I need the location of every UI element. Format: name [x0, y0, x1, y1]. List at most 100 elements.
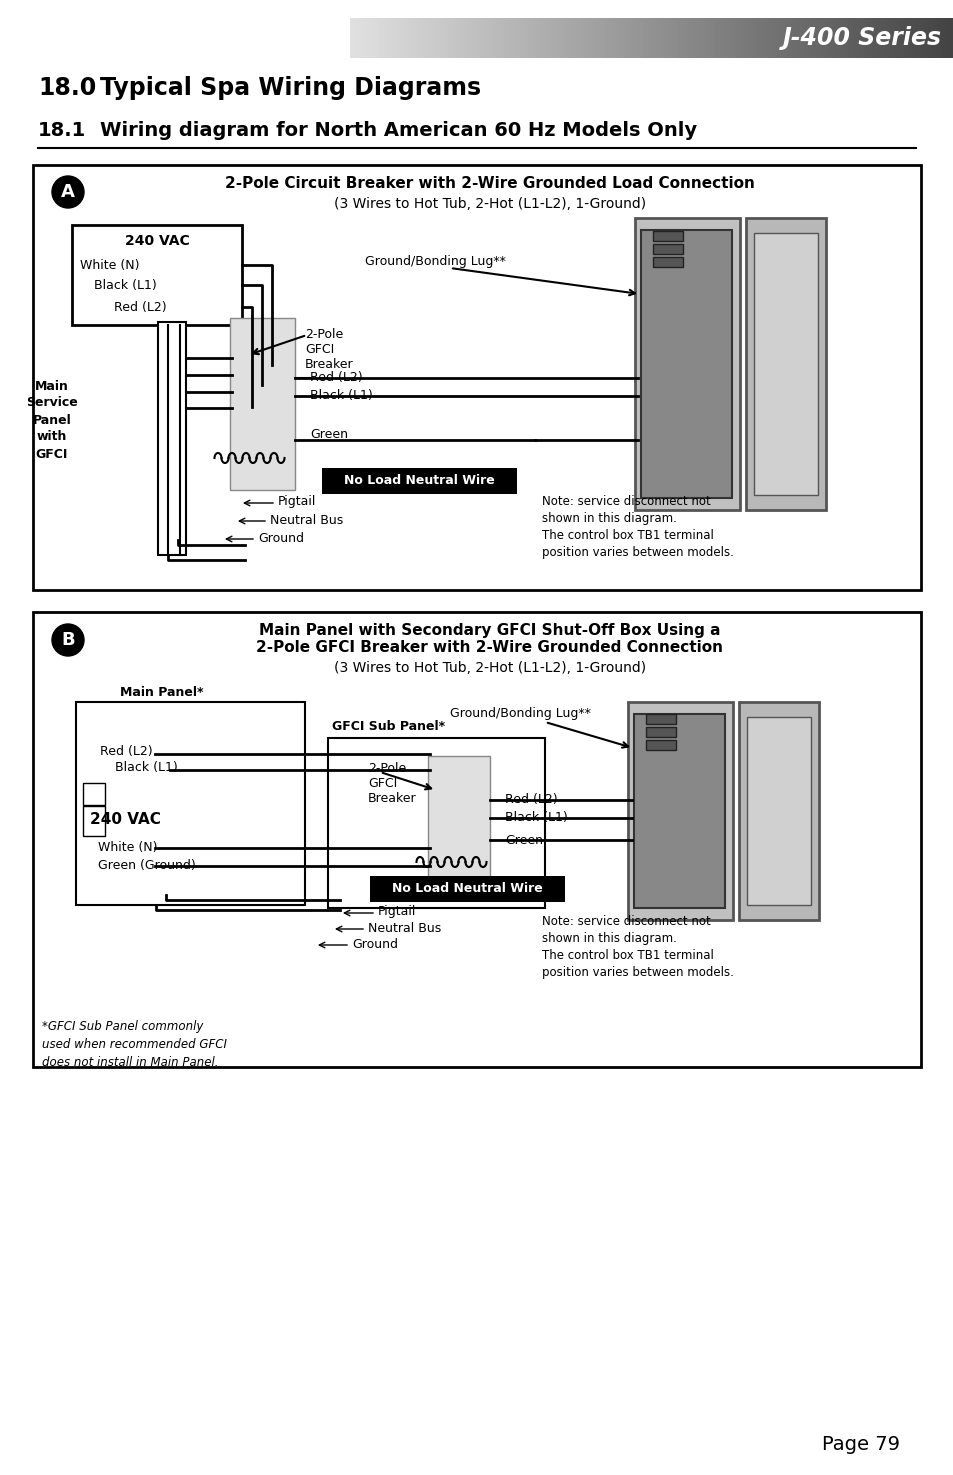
- Bar: [842, 18, 844, 58]
- Bar: [919, 18, 921, 58]
- Bar: [935, 18, 937, 58]
- Bar: [927, 18, 929, 58]
- Bar: [659, 18, 661, 58]
- Bar: [357, 18, 359, 58]
- Text: No Load Neutral Wire: No Load Neutral Wire: [392, 882, 542, 895]
- Bar: [696, 18, 698, 58]
- Bar: [577, 18, 578, 58]
- Bar: [450, 18, 453, 58]
- Bar: [881, 18, 882, 58]
- Text: Typical Spa Wiring Diagrams: Typical Spa Wiring Diagrams: [100, 77, 480, 100]
- Text: Black (L1): Black (L1): [115, 761, 177, 774]
- Text: J-400 Series: J-400 Series: [782, 27, 941, 50]
- Bar: [515, 18, 517, 58]
- Bar: [740, 18, 741, 58]
- Bar: [669, 18, 672, 58]
- Bar: [611, 18, 613, 58]
- Text: White (N): White (N): [80, 258, 139, 271]
- Bar: [850, 18, 852, 58]
- Bar: [694, 18, 696, 58]
- Bar: [466, 18, 468, 58]
- Bar: [524, 18, 527, 58]
- Text: 240 VAC: 240 VAC: [125, 235, 190, 248]
- Text: (3 Wires to Hot Tub, 2-Hot (L1-L2), 1-Ground): (3 Wires to Hot Tub, 2-Hot (L1-L2), 1-Gr…: [334, 661, 645, 676]
- Bar: [875, 18, 877, 58]
- Bar: [412, 18, 414, 58]
- Bar: [846, 18, 848, 58]
- Text: Wiring diagram for North American 60 Hz Models Only: Wiring diagram for North American 60 Hz …: [100, 121, 697, 140]
- Bar: [627, 702, 732, 920]
- Bar: [703, 18, 705, 58]
- Bar: [446, 18, 448, 58]
- Bar: [491, 18, 493, 58]
- Bar: [595, 18, 597, 58]
- Bar: [864, 18, 866, 58]
- Bar: [488, 18, 491, 58]
- Bar: [794, 18, 796, 58]
- Text: 240 VAC: 240 VAC: [90, 813, 161, 827]
- Text: Green (Ground): Green (Ground): [98, 860, 195, 873]
- Bar: [658, 18, 659, 58]
- Bar: [788, 18, 790, 58]
- Bar: [786, 18, 788, 58]
- Text: Ground: Ground: [352, 938, 397, 950]
- Bar: [645, 714, 676, 724]
- Bar: [542, 18, 545, 58]
- Bar: [553, 18, 555, 58]
- Text: 18.1: 18.1: [38, 121, 86, 140]
- Bar: [933, 18, 935, 58]
- Bar: [806, 18, 808, 58]
- Text: No Load Neutral Wire: No Load Neutral Wire: [344, 475, 495, 488]
- Bar: [589, 18, 591, 58]
- Bar: [861, 18, 862, 58]
- Bar: [538, 18, 540, 58]
- Bar: [410, 18, 412, 58]
- Bar: [408, 18, 410, 58]
- Bar: [619, 18, 621, 58]
- Bar: [782, 18, 784, 58]
- Bar: [609, 18, 611, 58]
- Bar: [678, 18, 679, 58]
- Bar: [652, 243, 682, 254]
- Text: Black (L1): Black (L1): [310, 389, 373, 403]
- Bar: [746, 717, 810, 906]
- Bar: [430, 18, 432, 58]
- Text: Ground: Ground: [257, 531, 304, 544]
- Bar: [866, 18, 868, 58]
- Bar: [468, 18, 471, 58]
- Bar: [879, 18, 881, 58]
- Bar: [917, 18, 919, 58]
- Bar: [645, 727, 676, 738]
- Bar: [535, 18, 537, 58]
- Bar: [462, 18, 464, 58]
- Bar: [502, 18, 504, 58]
- Bar: [649, 18, 651, 58]
- Bar: [537, 18, 538, 58]
- Bar: [685, 18, 687, 58]
- Bar: [384, 18, 386, 58]
- Bar: [354, 18, 355, 58]
- Bar: [558, 18, 560, 58]
- Bar: [641, 18, 643, 58]
- Bar: [545, 18, 547, 58]
- Bar: [432, 18, 435, 58]
- Bar: [781, 18, 782, 58]
- Bar: [784, 18, 786, 58]
- Bar: [870, 18, 873, 58]
- Bar: [924, 18, 927, 58]
- Bar: [654, 18, 656, 58]
- Bar: [498, 18, 500, 58]
- Bar: [776, 18, 778, 58]
- Bar: [913, 18, 915, 58]
- Bar: [33, 612, 920, 1066]
- Bar: [601, 18, 603, 58]
- Bar: [71, 226, 242, 324]
- Bar: [739, 702, 818, 920]
- Bar: [893, 18, 895, 58]
- Bar: [647, 18, 649, 58]
- Bar: [753, 233, 817, 496]
- Text: Red (L2): Red (L2): [113, 301, 167, 314]
- Bar: [322, 468, 517, 494]
- Bar: [676, 18, 678, 58]
- Bar: [395, 18, 398, 58]
